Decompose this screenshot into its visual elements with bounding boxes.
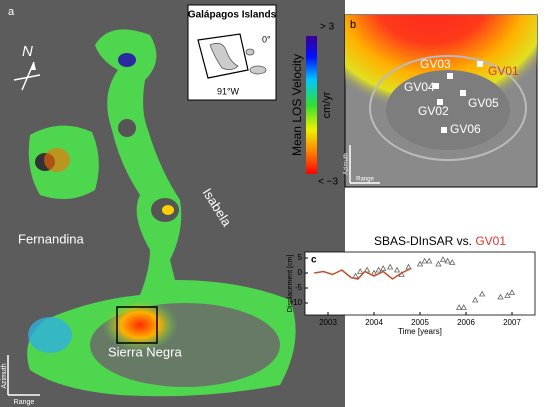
sbas-point — [439, 256, 447, 262]
y-tick-label: 0 — [298, 268, 303, 277]
island-label: Fernandina — [18, 231, 85, 246]
sbas-point — [393, 266, 401, 273]
station-label: GV02 — [418, 104, 449, 118]
north-arrow — [30, 62, 36, 70]
uplift — [102, 299, 178, 351]
inset-lat: 0° — [262, 34, 271, 44]
station-marker — [437, 99, 443, 105]
y-tick-label: -5 — [295, 283, 303, 292]
inset-box — [116, 306, 158, 344]
station-label: GV03 — [420, 57, 451, 71]
sbas-point — [460, 304, 467, 310]
stations: GV01 GV02 GV03 GV04 GV05 GV06 — [404, 57, 519, 136]
island-label: Sierra Negra — [108, 344, 182, 359]
caldera-floor — [386, 70, 510, 150]
colorbar — [306, 36, 317, 174]
uplift — [162, 205, 174, 215]
sbas-point — [455, 304, 463, 310]
crater — [118, 119, 136, 137]
range-label: Range — [356, 177, 374, 183]
x-tick-label: 2005 — [411, 318, 429, 327]
panel-label: c — [311, 255, 317, 266]
north-label: N — [22, 43, 33, 60]
sbas-point — [449, 259, 456, 265]
sbas-point — [444, 257, 451, 264]
station-label: GV04 — [404, 80, 435, 94]
sbas-point — [435, 260, 442, 267]
inset-title: Galápagos Islands — [188, 10, 277, 21]
colorbar-min: < −3 — [318, 177, 338, 188]
sbas-point — [357, 268, 364, 274]
sbas-point — [370, 269, 378, 276]
station-label: GV05 — [468, 96, 499, 110]
sbas-point — [504, 292, 511, 298]
sbas-point — [421, 257, 428, 264]
panel-label: b — [350, 19, 356, 31]
station-marker — [441, 127, 447, 133]
azimuth-label: Azimuth — [1, 363, 8, 388]
range-label: Range — [14, 399, 35, 406]
crater — [118, 53, 136, 67]
colorbar-max: > 3 — [320, 22, 335, 33]
station-label: GV01 — [488, 64, 519, 78]
azimuth-label: Azimuth — [344, 153, 350, 175]
plot-area — [304, 251, 536, 316]
chart-title-highlight: GV01 — [475, 234, 506, 248]
sbas-point — [472, 296, 479, 303]
inset-lon: 91°W — [217, 86, 240, 96]
station-marker — [433, 83, 439, 89]
x-tick-label: 2007 — [503, 318, 521, 327]
sbas-point — [497, 293, 504, 300]
panel-label: a — [8, 6, 15, 18]
inset-frame — [197, 33, 249, 79]
subsidence — [28, 317, 72, 353]
station-marker — [460, 90, 466, 96]
sbas-point — [380, 265, 387, 271]
station-label: GV06 — [450, 122, 481, 136]
inset-island — [245, 48, 255, 56]
x-tick-label: 2004 — [365, 318, 383, 327]
panel-a — [0, 0, 345, 407]
y-tick-label: 5 — [298, 253, 303, 262]
north-arrow — [13, 74, 41, 81]
y-axis-label: Displacement [cm] — [287, 255, 294, 313]
inset-map — [187, 4, 277, 101]
x-axis-label: Time [years] — [398, 327, 442, 336]
colorbar-unit: cm/yr — [321, 91, 333, 118]
colorbar-title: Mean LOS Velocity — [290, 54, 304, 156]
sbas-point — [478, 290, 486, 297]
chart-title-main: SBAS-DInSAR vs. — [374, 234, 472, 248]
sbas-point — [416, 260, 424, 267]
station-marker — [477, 61, 483, 67]
x-tick-label: 2006 — [457, 318, 475, 327]
sbas-point — [426, 257, 433, 264]
chart-c: SBAS-DInSAR vs. GV01 c 2003 2004 2005 2006 200… — [287, 234, 536, 336]
sbas-point — [386, 263, 394, 270]
chart-title: SBAS-DInSAR vs. GV01 — [374, 234, 506, 248]
sbas-point — [508, 289, 516, 295]
x-tick-label: 2003 — [319, 318, 337, 327]
inset-island — [209, 42, 239, 70]
uplift — [44, 148, 70, 172]
gps-line — [314, 267, 412, 280]
inset-island — [249, 65, 267, 75]
sbas-point — [375, 266, 382, 273]
station-marker — [447, 73, 453, 79]
caldera-rim — [369, 55, 527, 161]
y-tick-label: -10 — [290, 298, 302, 307]
